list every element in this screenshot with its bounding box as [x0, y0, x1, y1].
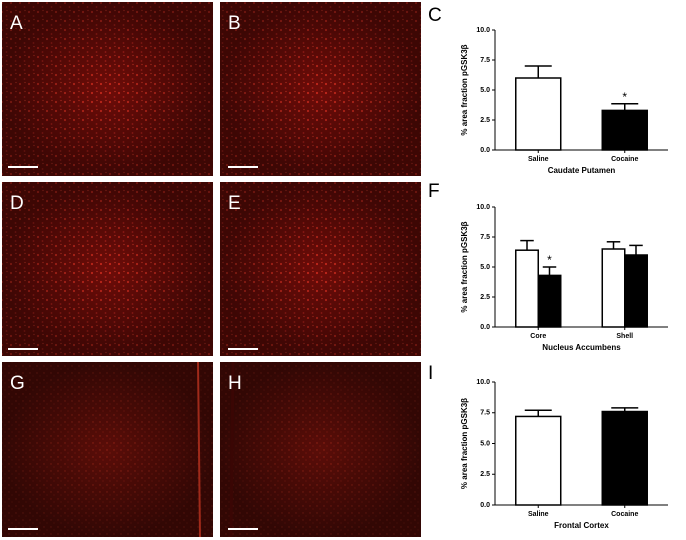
y-tick-label: 5.0 — [480, 440, 490, 447]
micrograph — [2, 2, 213, 176]
y-tick-label: 2.5 — [480, 471, 490, 478]
panel-label: F — [428, 181, 440, 202]
bar — [601, 248, 626, 328]
panel-label: E — [228, 193, 241, 214]
panel-label: G — [10, 373, 25, 394]
y-axis-label: % area fraction pGSK3β — [460, 44, 469, 135]
y-tick-label: 0.0 — [480, 502, 490, 509]
y-axis-label: % area fraction pGSK3β — [460, 221, 469, 312]
micrographs — [2, 2, 421, 538]
panel-label: B — [228, 13, 241, 34]
x-axis-label: Frontal Cortex — [554, 521, 609, 530]
x-axis-label: Nucleus Accumbens — [542, 343, 621, 352]
y-tick-label: 10.0 — [476, 379, 490, 386]
micrograph — [220, 2, 421, 176]
scale-bars — [8, 166, 258, 530]
x-tick-label: Shell — [616, 333, 633, 340]
bar — [537, 274, 562, 328]
panel-label: A — [10, 13, 23, 34]
y-tick-label: 0.0 — [480, 324, 490, 331]
x-tick-label: Cocaine — [611, 156, 638, 163]
y-tick-label: 7.5 — [480, 234, 490, 241]
y-axis-label: % area fraction pGSK3β — [460, 398, 469, 489]
y-tick-label: 2.5 — [480, 117, 490, 124]
y-tick-label: 2.5 — [480, 294, 490, 301]
x-tick-label: Core — [530, 333, 546, 340]
x-axis-label: Caudate Putamen — [548, 166, 616, 175]
bar — [601, 410, 648, 506]
bar — [515, 77, 562, 151]
y-tick-label: 0.0 — [480, 147, 490, 154]
x-tick-label: Cocaine — [611, 511, 638, 518]
bar — [601, 109, 648, 151]
micrograph — [2, 182, 213, 356]
y-tick-label: 7.5 — [480, 57, 490, 64]
panel-label: C — [428, 5, 442, 26]
significance-marker: * — [622, 90, 627, 104]
panel-label: I — [428, 363, 433, 384]
bar — [624, 254, 648, 328]
y-tick-label: 10.0 — [476, 27, 490, 34]
significance-marker: * — [547, 253, 552, 267]
micrograph — [220, 182, 421, 356]
panel-label: H — [228, 373, 242, 394]
panel-label: D — [10, 193, 24, 214]
micrograph — [2, 361, 213, 538]
y-tick-label: 5.0 — [480, 264, 490, 271]
bar — [515, 415, 562, 506]
y-tick-label: 5.0 — [480, 87, 490, 94]
micrograph — [220, 361, 421, 538]
y-tick-label: 10.0 — [476, 204, 490, 211]
bar — [515, 249, 540, 328]
x-tick-label: Saline — [528, 511, 549, 518]
x-tick-label: Saline — [528, 156, 549, 163]
y-tick-label: 7.5 — [480, 410, 490, 417]
